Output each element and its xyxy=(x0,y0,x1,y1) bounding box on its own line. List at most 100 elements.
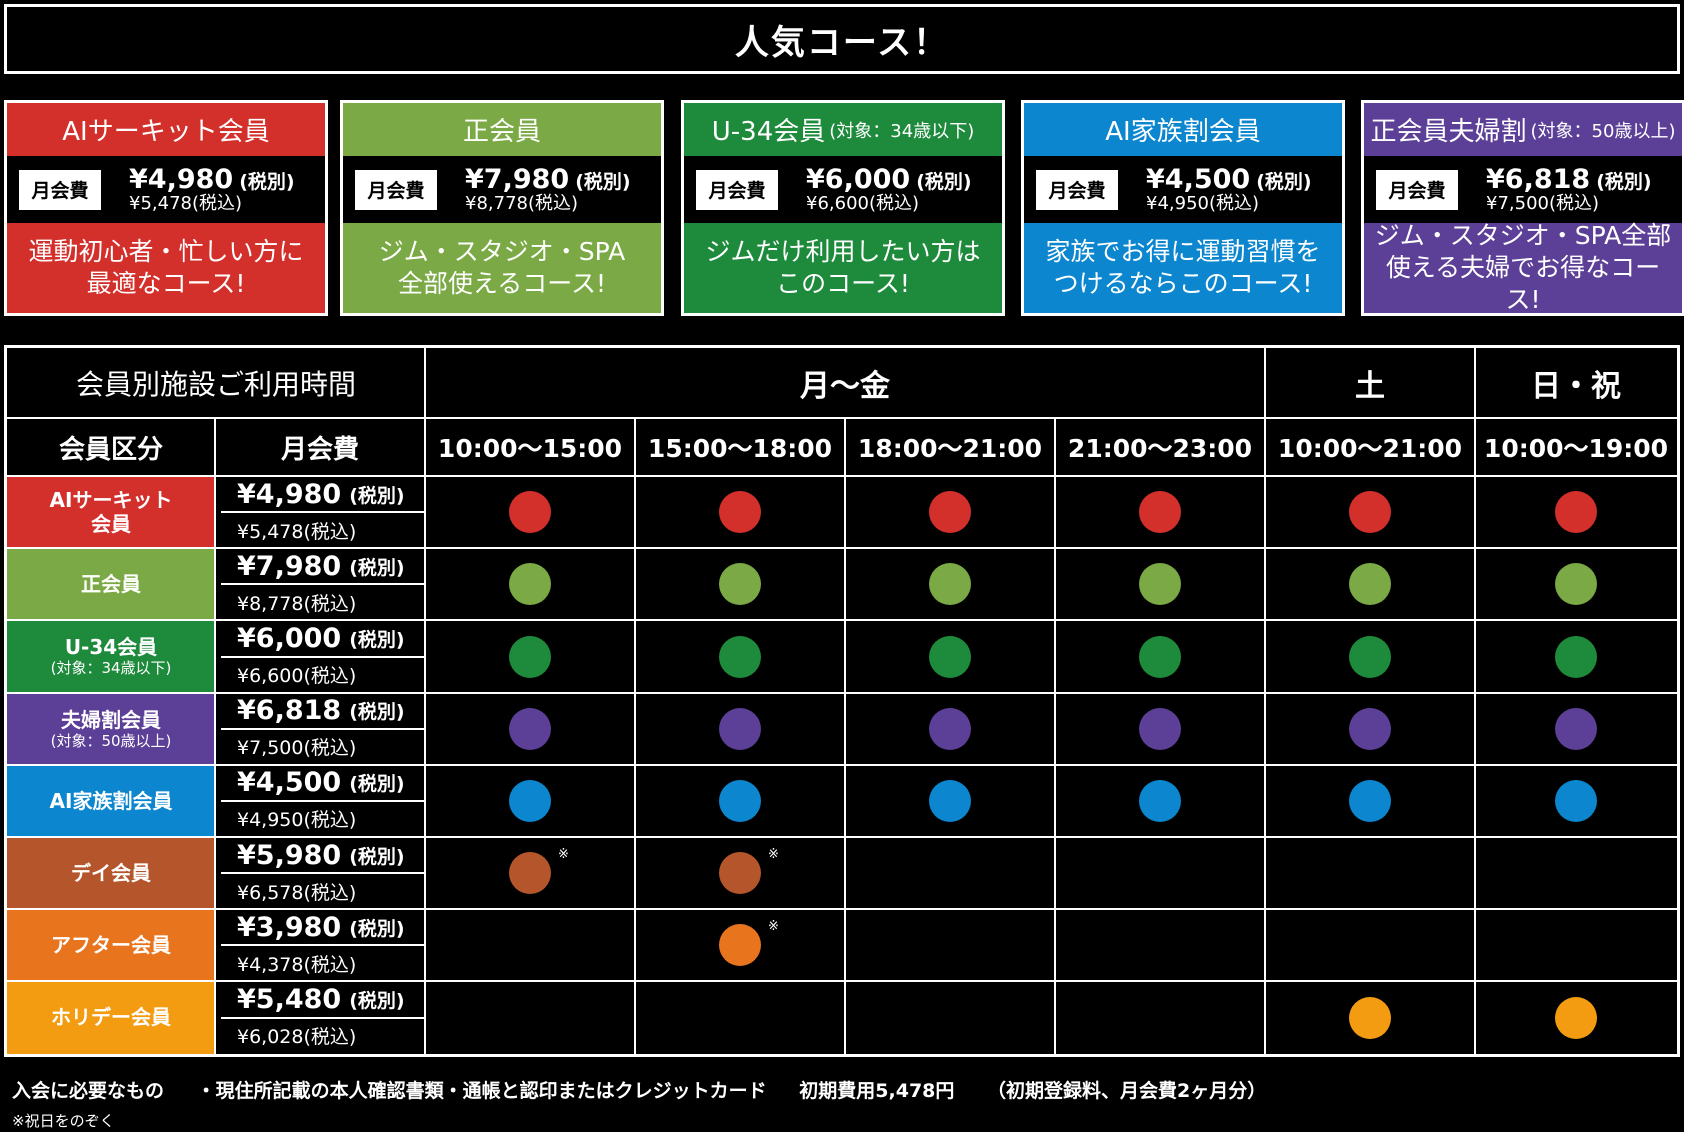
monthly-fee-badge: 月会費 xyxy=(696,169,778,210)
course-price-row: 月会費 ¥4,500 (税別) ¥4,950(税込) xyxy=(1024,156,1342,223)
tax-excluded-label: (税別) xyxy=(349,989,405,1012)
tax-excluded-label: (税別) xyxy=(239,170,295,193)
fee-tax-excluded: ¥4,500 (税別) xyxy=(215,765,425,801)
course-description: 運動初心者・忙しい方に 最適なコース! xyxy=(7,223,325,313)
note-mark: ※ xyxy=(768,847,779,863)
fee-tax-included: ¥4,378(税込) xyxy=(237,953,357,976)
price-value: ¥7,980 xyxy=(465,163,570,195)
time-slot-header: 10:00〜15:00 xyxy=(437,434,623,463)
availability-dot xyxy=(719,924,761,967)
grid-line xyxy=(7,763,1677,766)
description-line-1: ジムだけ利用したい方は xyxy=(705,237,981,266)
availability-dot xyxy=(1555,563,1597,606)
member-type-cell: 夫婦割会員 (対象：50歳以上) xyxy=(7,692,215,765)
availability-dot xyxy=(929,635,971,678)
fee-tax-excluded: ¥5,480 (税別) xyxy=(215,981,425,1017)
availability-dot xyxy=(1555,635,1597,678)
grid-line xyxy=(221,511,425,514)
grid-line xyxy=(7,417,1677,419)
availability-dot xyxy=(1139,707,1181,750)
price-tax-excluded: ¥7,980 (税別) xyxy=(465,163,631,195)
member-target: (対象：50歳以上) xyxy=(50,731,172,750)
fee-tax-included: ¥4,950(税込) xyxy=(237,809,357,832)
grid-line xyxy=(221,872,425,875)
availability-dot xyxy=(719,491,761,534)
price-tax-included: ¥4,950(税込) xyxy=(1146,193,1260,215)
fee-value: ¥5,480 xyxy=(237,983,342,1015)
course-name: AIサーキット会員 xyxy=(62,117,270,147)
course-description: ジムだけ利用したい方は このコース! xyxy=(684,223,1002,313)
description-line-2: 全部使えるコース! xyxy=(397,269,606,298)
fee-tax-included: ¥6,600(税込) xyxy=(237,665,357,688)
availability-dot xyxy=(509,852,551,895)
time-slot-header: 21:00〜23:00 xyxy=(1067,434,1253,463)
schedule-table: 会員別施設ご利用時間 月〜金 土 日・祝 会員区分 月会費 10:00〜15:00 15:00… xyxy=(4,345,1680,1057)
fee-value: ¥5,980 xyxy=(237,839,342,871)
description-line-1: ジム・スタジオ・SPA xyxy=(378,237,626,266)
grid-line xyxy=(1054,418,1056,1054)
holiday-note: ※祝日をのぞく xyxy=(12,1112,115,1130)
time-slot-header: 10:00〜19:00 xyxy=(1483,434,1669,463)
fee-value: ¥7,980 xyxy=(237,550,342,582)
tax-excluded-label: (税別) xyxy=(1596,170,1652,193)
tax-excluded-label: (税別) xyxy=(349,556,405,579)
availability-dot xyxy=(1555,491,1597,534)
member-name: ホリデー会員 xyxy=(51,1005,171,1030)
member-name: デイ会員 xyxy=(71,861,151,886)
course-price-row: 月会費 ¥7,980 (税別) ¥8,778(税込) xyxy=(343,156,661,223)
member-type-cell: 正会員 xyxy=(7,548,215,621)
grid-line xyxy=(7,691,1677,694)
availability-dot xyxy=(719,563,761,606)
course-card: AI家族割会員 月会費 ¥4,500 (税別) ¥4,950(税込) 家族でお得に運動習慣… xyxy=(1021,100,1345,316)
monthly-fee-header: 月会費 xyxy=(280,434,359,465)
price-value: ¥4,980 xyxy=(129,163,234,195)
course-card: 正会員 月会費 ¥7,980 (税別) ¥8,778(税込) ジム・スタジオ・SPA 全部使… xyxy=(340,100,664,316)
member-name: 夫婦割会員 xyxy=(61,707,161,732)
course-prices: ¥4,980 (税別) ¥5,478(税込) xyxy=(129,163,295,215)
availability-dot xyxy=(929,491,971,534)
tax-excluded-label: (税別) xyxy=(349,628,405,651)
course-card-title: AI家族割会員 xyxy=(1024,103,1342,156)
fee-tax-included: ¥8,778(税込) xyxy=(237,592,357,615)
course-name: 正会員夫婦割 xyxy=(1370,117,1527,147)
monthly-fee-badge: 月会費 xyxy=(355,169,437,210)
availability-dot xyxy=(719,635,761,678)
member-type-cell: デイ会員 xyxy=(7,837,215,910)
fee-value: ¥3,980 xyxy=(237,911,342,943)
availability-dot xyxy=(719,707,761,750)
fee-tax-excluded: ¥3,980 (税別) xyxy=(215,909,425,945)
availability-dot xyxy=(929,779,971,822)
grid-line xyxy=(7,836,1677,838)
grid-line xyxy=(7,547,1677,550)
availability-dot xyxy=(719,779,761,822)
member-type-cell: AIサーキット 会員 xyxy=(7,476,215,549)
price-value: ¥4,500 xyxy=(1146,163,1251,195)
course-name: AI家族割会員 xyxy=(1105,117,1261,147)
holiday-header: 日・祝 xyxy=(1531,369,1621,404)
course-prices: ¥4,500 (税別) ¥4,950(税込) xyxy=(1146,163,1312,215)
requirements-label: 入会に必要なもの xyxy=(12,1080,165,1102)
availability-dot xyxy=(1555,707,1597,750)
grid-line xyxy=(1264,348,1266,1054)
fee-tax-included: ¥5,478(税込) xyxy=(237,520,357,543)
member-type-cell: U-34会員 (対象：34歳以下) xyxy=(7,620,215,693)
fee-tax-excluded: ¥6,000 (税別) xyxy=(215,620,425,656)
grid-line xyxy=(221,799,425,802)
course-price-row: 月会費 ¥6,000 (税別) ¥6,600(税込) xyxy=(684,156,1002,223)
fee-value: ¥6,818 xyxy=(237,695,342,727)
price-tax-excluded: ¥4,980 (税別) xyxy=(129,163,295,195)
price-tax-included: ¥8,778(税込) xyxy=(465,193,579,215)
course-name: 正会員 xyxy=(462,117,541,147)
description-line-2: つけるならこのコース! xyxy=(1053,269,1313,298)
member-target: (対象：34歳以下) xyxy=(50,659,172,678)
grid-line xyxy=(7,475,1677,477)
price-tax-included: ¥5,478(税込) xyxy=(129,193,243,215)
page-title: 人気コース！ xyxy=(4,4,1680,74)
monthly-fee-badge: 月会費 xyxy=(19,169,101,210)
grid-line xyxy=(7,908,1677,911)
member-name: 正会員 xyxy=(81,572,141,597)
monthly-fee-badge: 月会費 xyxy=(1376,169,1458,210)
grid-line xyxy=(7,980,1677,983)
member-name: AIサーキット xyxy=(49,488,173,513)
availability-dot xyxy=(1349,707,1391,750)
